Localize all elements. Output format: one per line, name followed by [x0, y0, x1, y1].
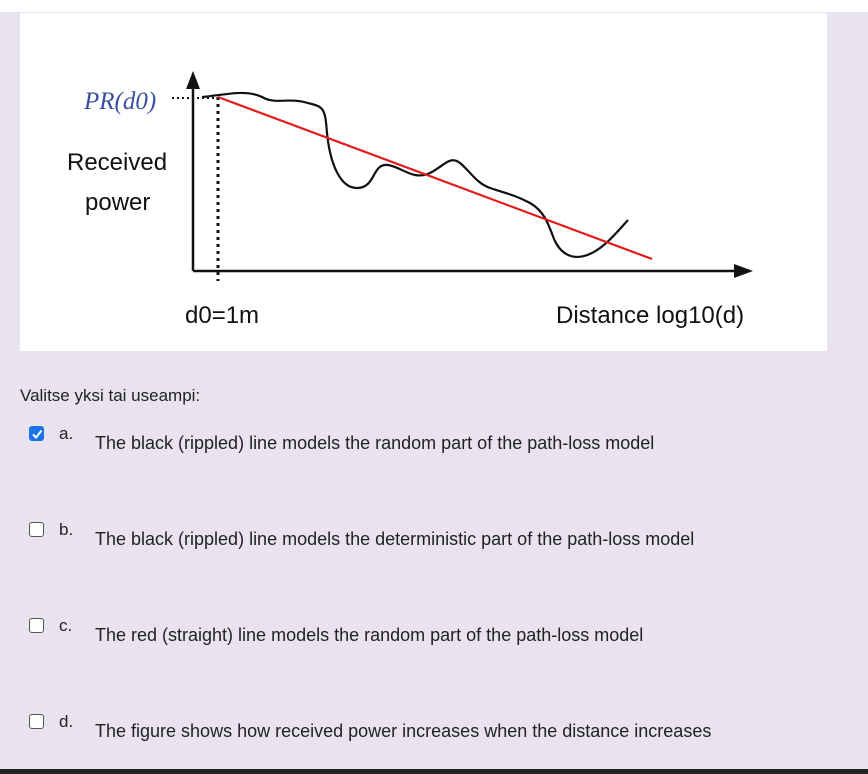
option-b-text[interactable]: The black (rippled) line models the dete… [95, 529, 695, 549]
straight-line [217, 95, 653, 261]
top-strip [0, 0, 868, 12]
option-b[interactable]: b. The black (rippled) line models the d… [0, 520, 868, 550]
y-label-line1: Received [67, 149, 167, 176]
option-a-letter: a. [59, 424, 74, 443]
path-loss-figure: PR(d0) Received power d0=1m Distance log… [20, 13, 827, 351]
option-a[interactable]: a. The black (rippled) line models the r… [0, 424, 868, 454]
option-d[interactable]: d. The figure shows how received power i… [0, 712, 868, 742]
y-label-symbol: PR(d0) [83, 88, 156, 115]
y-axis-arrow [186, 71, 200, 89]
x-axis-label: Distance log10(d) [556, 302, 744, 329]
option-d-checkbox[interactable] [29, 714, 44, 729]
option-b-letter: b. [59, 520, 74, 539]
x-axis-arrow [734, 264, 753, 278]
option-c-letter: c. [59, 616, 73, 635]
option-c-checkbox[interactable] [29, 618, 44, 633]
option-c[interactable]: c. The red (straight) line models the ra… [0, 616, 868, 646]
option-d-text[interactable]: The figure shows how received power incr… [95, 721, 712, 741]
option-c-text[interactable]: The red (straight) line models the rando… [95, 625, 644, 645]
y-label-line2: power [85, 189, 150, 216]
rippled-line [201, 91, 629, 258]
checkmark-icon [32, 429, 43, 440]
bottom-bar [0, 769, 868, 774]
option-a-text[interactable]: The black (rippled) line models the rand… [95, 433, 655, 453]
option-a-checkbox[interactable] [29, 426, 44, 441]
x-marker-label: d0=1m [185, 302, 259, 329]
path-loss-chart: PR(d0) Received power d0=1m Distance log… [67, 71, 753, 329]
option-d-letter: d. [59, 712, 74, 731]
question-prompt: Valitse yksi tai useampi: [20, 386, 201, 405]
option-b-checkbox[interactable] [29, 522, 44, 537]
